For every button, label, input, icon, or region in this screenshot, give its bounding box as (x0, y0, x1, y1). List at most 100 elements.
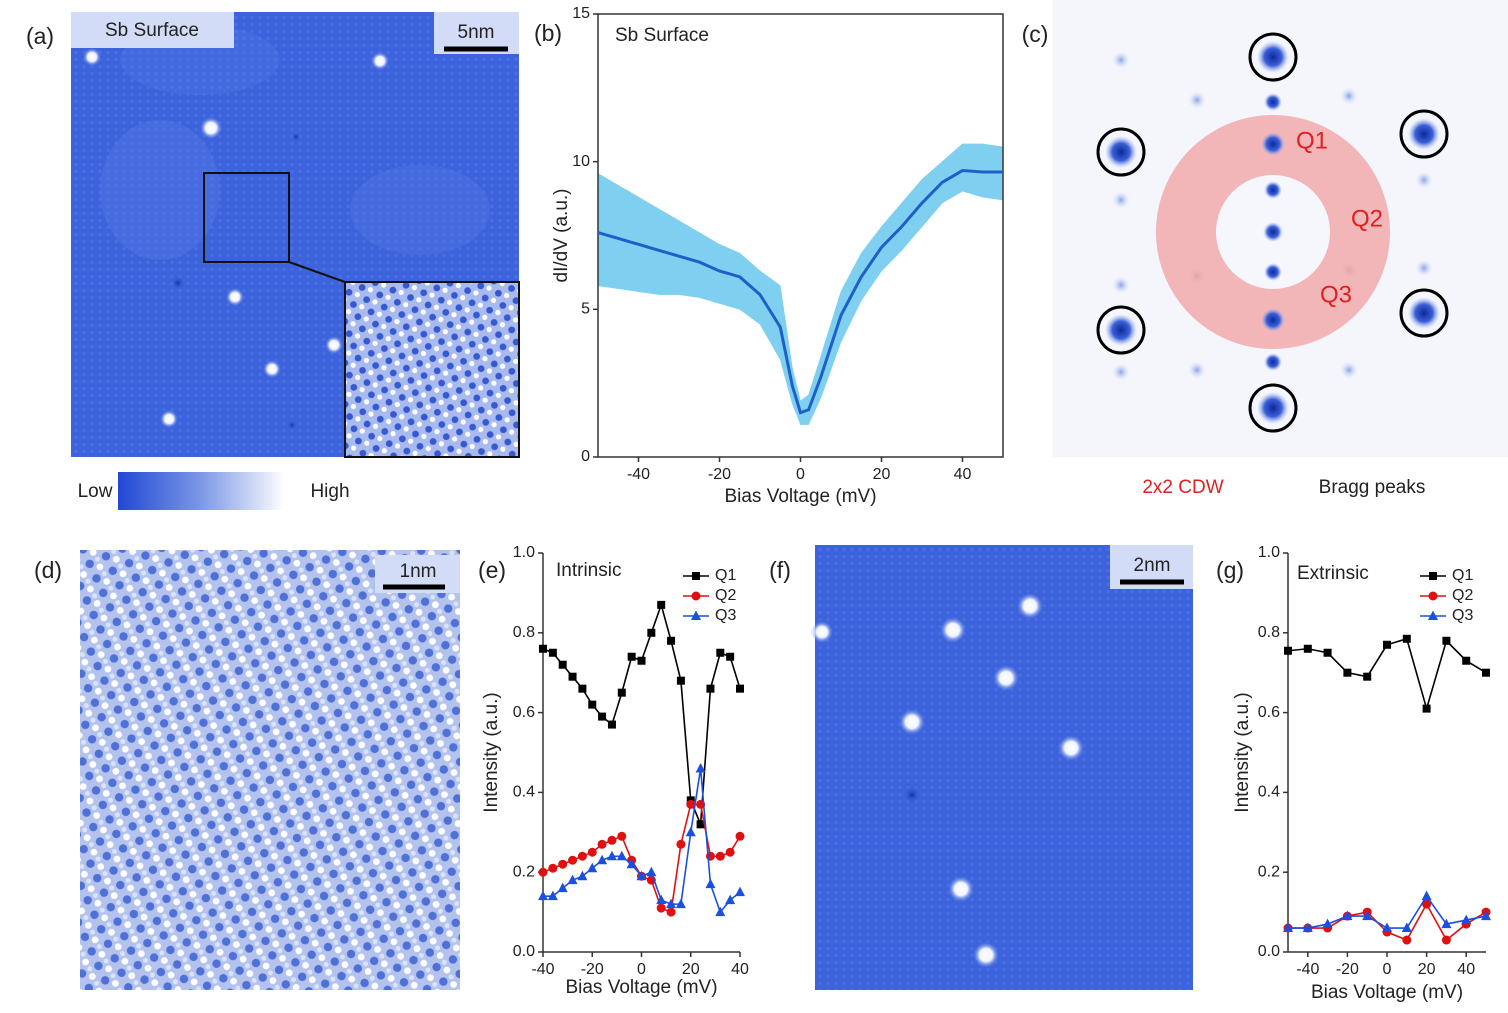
y-axis-label: Intensity (a.u.) (1232, 692, 1253, 812)
marker (1383, 640, 1391, 649)
marker (1428, 610, 1438, 620)
marker (691, 610, 701, 620)
marker (1382, 922, 1392, 933)
y-tick-label: 0 (581, 448, 590, 465)
panel-label: (f) (769, 557, 791, 583)
circle-label: Bragg peaks (1319, 477, 1426, 498)
marker (1461, 914, 1472, 925)
x-tick-label: 20 (1418, 961, 1436, 978)
x-tick-label: 40 (1457, 961, 1475, 978)
marker (1343, 668, 1352, 677)
marker (606, 850, 617, 861)
y-tick-label: 0.2 (513, 863, 535, 880)
marker (1362, 910, 1373, 921)
y-axis-label: dI/dV (a.u.) (551, 189, 572, 283)
marker (685, 826, 696, 837)
y-tick-label: 0.4 (1258, 784, 1280, 801)
band (759, 270, 781, 361)
marker (597, 854, 608, 865)
marker (1421, 890, 1432, 901)
marker (676, 839, 686, 849)
scale-bar-label: 2nm (1134, 555, 1171, 576)
series-line (543, 768, 741, 914)
y-tick-label: 1.0 (1258, 544, 1280, 561)
y-tick-label: 0.2 (1258, 863, 1280, 880)
x-tick-label: -20 (708, 466, 731, 483)
marker (696, 820, 705, 829)
marker (558, 859, 568, 869)
marker (558, 660, 567, 669)
marker (577, 851, 587, 861)
marker (567, 874, 578, 885)
marker (646, 866, 657, 877)
marker (656, 903, 666, 913)
x-tick-label: -40 (531, 961, 554, 978)
marker (716, 648, 725, 657)
x-tick-label: 0 (796, 466, 805, 483)
marker (587, 847, 597, 857)
legend-label: Q3 (1452, 607, 1473, 624)
band (779, 285, 793, 404)
y-tick-label: 10 (572, 153, 590, 170)
y-tick-label: 15 (572, 5, 590, 22)
marker (1401, 922, 1412, 933)
marker (1441, 935, 1451, 945)
marker (539, 644, 547, 653)
peak-label: Q2 (1351, 205, 1383, 232)
stm-image-a (71, 12, 520, 510)
marker (715, 906, 726, 917)
marker (548, 648, 557, 657)
marker (686, 799, 696, 809)
marker (1462, 656, 1471, 665)
x-tick-label: -20 (1336, 961, 1359, 978)
marker (547, 890, 558, 901)
y-tick-label: 0.4 (513, 784, 535, 801)
x-tick-label: 20 (682, 961, 700, 978)
series-line (597, 168, 1003, 415)
peak-label: Q1 (1296, 127, 1328, 154)
peak-label: Q3 (1320, 281, 1352, 308)
legend-label: Q3 (715, 607, 736, 624)
marker (1402, 634, 1411, 643)
marker (617, 831, 627, 841)
marker (626, 858, 637, 869)
x-tick-label: 0 (637, 961, 646, 978)
marker (735, 886, 745, 897)
marker (647, 628, 656, 637)
marker (548, 863, 558, 873)
marker (1363, 672, 1372, 681)
marker (557, 882, 568, 893)
marker (588, 700, 597, 709)
y-tick-label: 0.8 (513, 624, 535, 641)
fft-image-c (1053, 0, 1508, 457)
legend-label: Q1 (715, 567, 736, 584)
marker (666, 898, 677, 909)
x-tick-label: 20 (873, 466, 891, 483)
marker (607, 835, 617, 845)
series-line (542, 602, 741, 825)
marker (616, 850, 627, 861)
marker (1284, 646, 1292, 655)
marker (736, 684, 744, 693)
band (597, 172, 619, 290)
panel-label: (c) (1022, 21, 1049, 47)
image-title: Sb Surface (105, 20, 199, 41)
x-tick-label: -20 (581, 961, 604, 978)
panel-label: (d) (34, 557, 62, 583)
y-tick-label: 0.0 (1258, 943, 1280, 960)
panel-label: (g) (1216, 557, 1244, 583)
scale-bar-label: 1nm (400, 561, 437, 582)
series-line (1287, 637, 1487, 712)
marker (705, 878, 716, 889)
chart-title: Intrinsic (556, 560, 621, 581)
marker (1482, 668, 1490, 677)
y-tick-label: 5 (581, 301, 590, 318)
marker (1481, 910, 1491, 921)
x-tick-label: 0 (1383, 961, 1392, 978)
marker (1322, 918, 1333, 929)
y-axis-label: Intensity (a.u.) (481, 692, 502, 812)
marker (578, 684, 587, 693)
marker (666, 907, 676, 917)
x-tick-label: 40 (731, 961, 749, 978)
y-tick-label: 0.0 (513, 943, 535, 960)
